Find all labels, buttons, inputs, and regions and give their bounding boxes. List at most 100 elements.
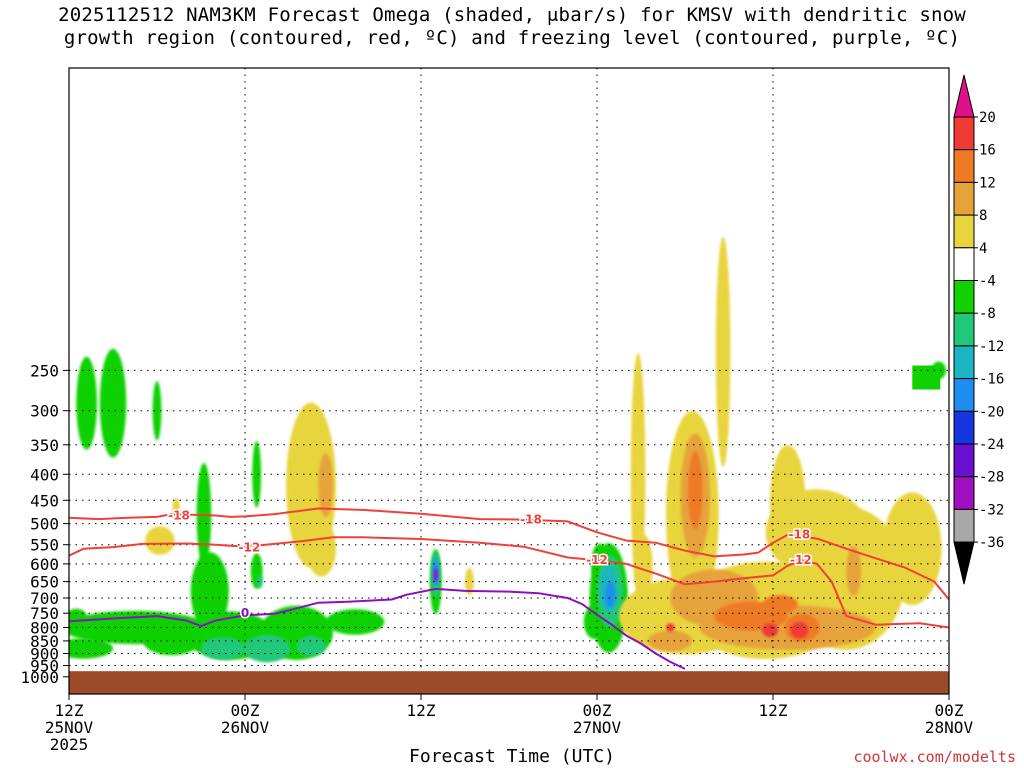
omega-cell bbox=[665, 623, 675, 632]
colorbar-bin bbox=[953, 247, 975, 282]
omega-cell bbox=[433, 567, 438, 582]
contour-label: -18 bbox=[520, 513, 542, 527]
y-tick-label: 250 bbox=[30, 361, 59, 380]
omega-cell bbox=[630, 352, 646, 596]
colorbar-label: -28 bbox=[979, 470, 1004, 486]
terrain-band bbox=[69, 671, 949, 694]
x-tick-label: 27NOV bbox=[573, 718, 622, 737]
x-tick-label: 12Z bbox=[407, 701, 436, 720]
y-tick-label: 450 bbox=[30, 491, 59, 510]
colorbar-label: -8 bbox=[979, 306, 996, 322]
omega-cell bbox=[635, 534, 653, 601]
colorbar-label: -32 bbox=[979, 502, 1004, 518]
omega-cell bbox=[762, 623, 779, 637]
omega-cell bbox=[715, 236, 731, 468]
y-tick-label: 400 bbox=[30, 465, 59, 484]
pressure-gridlines bbox=[69, 68, 949, 694]
y-tick-label: 900 bbox=[30, 645, 59, 664]
omega-cell bbox=[765, 489, 869, 576]
omega-cell bbox=[99, 348, 127, 458]
y-tick-label: 800 bbox=[30, 619, 59, 638]
colorbar-label: -24 bbox=[979, 437, 1004, 453]
x-tick-label: 2025 bbox=[50, 735, 89, 754]
dendritic-contour bbox=[69, 507, 949, 601]
omega-cell bbox=[172, 498, 180, 518]
colorbar-bin bbox=[953, 378, 975, 412]
omega-cell bbox=[846, 546, 861, 597]
omega-cell bbox=[69, 638, 113, 659]
site-credit: coolwx.com/modelts bbox=[853, 748, 1016, 766]
colorbar-label: -20 bbox=[979, 404, 1004, 420]
omega-cell bbox=[145, 526, 175, 555]
colorbar-bin bbox=[953, 410, 975, 445]
contour-label: -18 bbox=[789, 527, 811, 541]
colorbar-label: 20 bbox=[979, 110, 996, 126]
x-axis-label: Forecast Time (UTC) bbox=[409, 746, 615, 767]
colorbar-label: -36 bbox=[979, 535, 1004, 551]
omega-cell bbox=[243, 634, 291, 663]
colorbar-label: 12 bbox=[979, 175, 996, 191]
colorbar-bin bbox=[953, 508, 975, 543]
omega-cell bbox=[190, 552, 229, 631]
colorbar-bin bbox=[953, 312, 975, 347]
y-tick-label: 300 bbox=[30, 402, 59, 421]
omega-cell bbox=[256, 574, 263, 589]
colorbar-label: -16 bbox=[979, 372, 1004, 388]
temperature-contours: -18 -18 -18 -12 -12 -12 0 bbox=[69, 507, 949, 670]
contour-label: -12 bbox=[239, 541, 261, 555]
pressure-axis: 250 300 350 400 450 500 5506006507007508008509… bbox=[20, 361, 69, 687]
x-tick-label: 00Z bbox=[231, 701, 260, 720]
y-tick-label: 500 bbox=[30, 515, 59, 534]
x-tick-label: 00Z bbox=[935, 701, 964, 720]
plot-frame bbox=[68, 67, 950, 695]
dendritic-contour bbox=[69, 536, 949, 629]
x-tick-label: 12Z bbox=[55, 701, 84, 720]
omega-cell bbox=[883, 492, 942, 606]
omega-cell bbox=[318, 453, 334, 517]
omega-shading bbox=[69, 236, 946, 663]
freezing-level-contour bbox=[69, 587, 686, 670]
terrain-below-ground bbox=[69, 671, 949, 694]
y-tick-label: 350 bbox=[30, 436, 59, 455]
y-tick-label: 700 bbox=[30, 589, 59, 608]
x-tick-label: 28NOV bbox=[925, 718, 974, 737]
colorbar: 20 16 12 8 4 -4 -8 -12 -16 -20 -24 -28 -32 -36 bbox=[953, 74, 1004, 585]
colorbar-bin bbox=[953, 74, 975, 118]
omega-cell bbox=[142, 623, 201, 656]
y-tick-label: 600 bbox=[30, 555, 59, 574]
colorbar-label: 8 bbox=[979, 208, 987, 224]
colorbar-bin bbox=[953, 214, 975, 249]
colorbar-bin bbox=[953, 280, 975, 314]
omega-cell bbox=[306, 520, 336, 577]
y-tick-label: 850 bbox=[30, 632, 59, 651]
colorbar-bin bbox=[953, 149, 975, 183]
chart-title-line-1: 2025112512 NAM3KM Forecast Omega (shaded… bbox=[58, 4, 966, 26]
omega-cell bbox=[648, 630, 693, 652]
omega-cell bbox=[325, 609, 385, 635]
y-tick-label: 750 bbox=[30, 604, 59, 623]
omega-cell bbox=[152, 381, 162, 441]
y-tick-label: 1000 bbox=[20, 668, 59, 687]
y-tick-label: 550 bbox=[30, 536, 59, 555]
colorbar-bin bbox=[953, 345, 975, 380]
omega-cell bbox=[790, 622, 809, 639]
x-tick-label: 26NOV bbox=[221, 718, 270, 737]
omega-cell bbox=[912, 365, 941, 390]
colorbar-bin bbox=[953, 116, 975, 151]
omega-cell bbox=[762, 595, 798, 614]
colorbar-bin bbox=[953, 476, 975, 510]
x-tick-label: 00Z bbox=[583, 701, 612, 720]
colorbar-label: -4 bbox=[979, 274, 996, 290]
contour-label: -18 bbox=[168, 509, 190, 523]
omega-cell bbox=[688, 451, 703, 530]
omega-cell bbox=[465, 568, 474, 596]
contour-label: 0 bbox=[241, 606, 249, 620]
y-tick-label: 650 bbox=[30, 573, 59, 592]
x-tick-label: 12Z bbox=[759, 701, 788, 720]
contour-label: -12 bbox=[586, 553, 608, 567]
x-tick-label: 25NOV bbox=[45, 718, 94, 737]
colorbar-bin bbox=[953, 443, 975, 478]
contour-label: -12 bbox=[790, 553, 812, 567]
